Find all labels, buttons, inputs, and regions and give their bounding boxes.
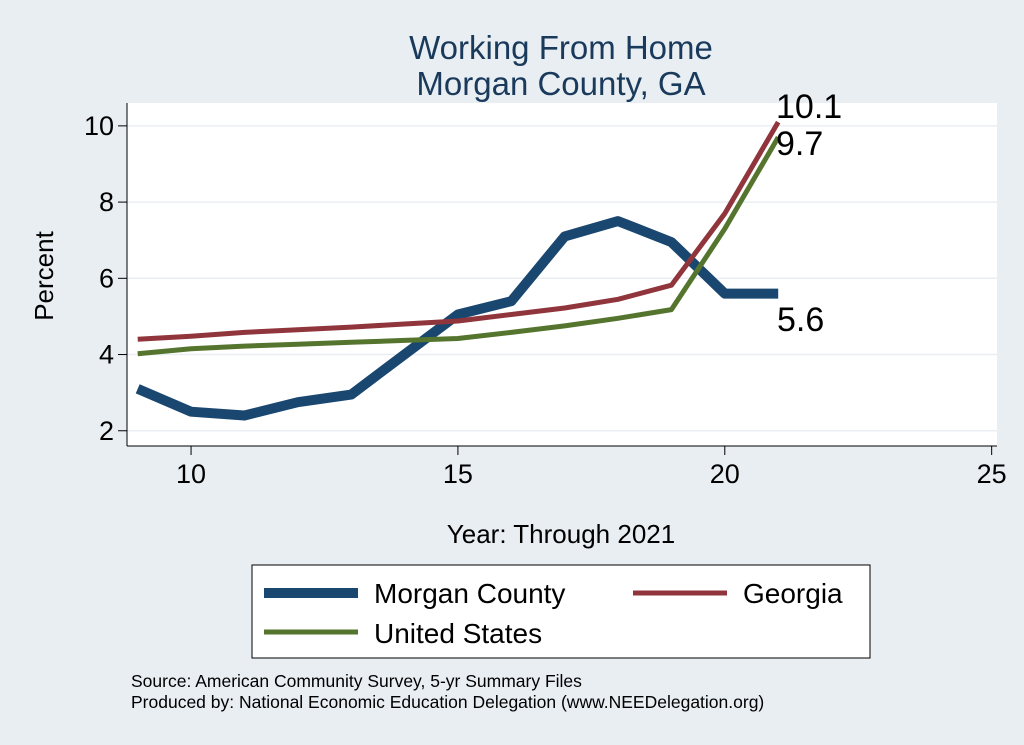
producer-note: Produced by: National Economic Education… xyxy=(131,692,764,712)
end-labels: 5.6 10.19.7 xyxy=(776,88,842,339)
y-tick-label: 2 xyxy=(99,416,114,446)
end-label-georgia: 10.1 xyxy=(776,88,842,126)
axis-ticks: 2 4 6 8 10 10 15 20 25 xyxy=(84,111,1007,489)
x-tick-label: 20 xyxy=(710,459,740,489)
y-tick-label: 10 xyxy=(84,111,114,141)
chart-title-line-2: Morgan County, GA xyxy=(416,65,705,102)
chart-title-line-1: Working From Home xyxy=(409,29,713,66)
plot-area xyxy=(127,103,997,446)
y-axis-label: Percent xyxy=(29,230,59,320)
y-tick-label: 8 xyxy=(99,187,114,217)
series-lines xyxy=(135,120,781,421)
series-line-georgia xyxy=(137,120,781,342)
legend-label-morgan-county: Morgan County xyxy=(374,578,565,609)
legend: Morgan County Georgia United States xyxy=(264,578,843,649)
series-line-united-states xyxy=(137,136,781,357)
end-label-united-states: 9.7 xyxy=(776,125,823,163)
end-label-morgan-county: 5.6 xyxy=(777,301,824,339)
y-tick-label: 4 xyxy=(99,340,114,370)
legend-label-united-states: United States xyxy=(374,618,542,649)
x-tick-label: 15 xyxy=(443,459,473,489)
x-tick-label: 25 xyxy=(977,459,1007,489)
legend-box xyxy=(251,564,871,659)
x-axis-label: Year: Through 2021 xyxy=(447,519,675,549)
series-line-morgan-county xyxy=(135,216,779,421)
grid-lines xyxy=(127,125,997,432)
x-tick-label: 10 xyxy=(176,459,206,489)
source-note: Source: American Community Survey, 5-yr … xyxy=(131,671,582,691)
y-tick-label: 6 xyxy=(99,263,114,293)
legend-label-georgia: Georgia xyxy=(743,578,843,609)
